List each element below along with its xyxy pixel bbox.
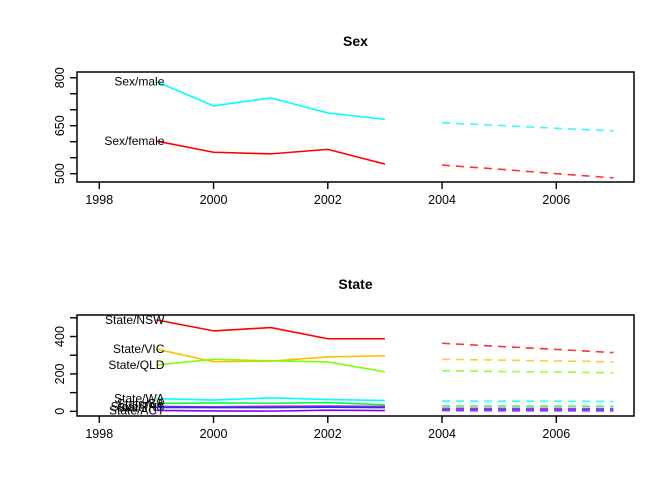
y-tick-label: 800 <box>53 67 67 88</box>
series-label: State/SA <box>117 396 164 410</box>
series-label: State/QLD <box>108 358 164 372</box>
series-forecast-line <box>442 122 614 132</box>
x-tick-label: 2000 <box>200 193 228 207</box>
x-tick-label: 2002 <box>314 193 342 207</box>
series-history-line <box>156 80 386 121</box>
x-tick-label: 1998 <box>85 427 113 441</box>
series-label: State/TAS <box>111 399 165 413</box>
y-tick-label: 650 <box>53 115 67 136</box>
chart-title: Sex <box>343 33 368 49</box>
series-label: State/WA <box>114 392 164 406</box>
x-tick-label: 2006 <box>542 427 570 441</box>
state-chart-svg: State 0 200 400 1998 2000 2002 2004 2006 State/NS… <box>53 276 635 441</box>
series-history-line <box>156 140 386 165</box>
series-history-line <box>156 401 385 406</box>
y-tick-label: 0 <box>53 408 67 415</box>
x-tick-label: 2004 <box>428 427 456 441</box>
chart-sex: Sex 500 650 800 1998 2000 2002 2004 2006 Sex/male… <box>53 33 635 207</box>
chart-title: State <box>338 276 372 292</box>
series-label: State/NT <box>117 400 165 414</box>
series-history-line <box>156 409 385 412</box>
x-tick-label: 2006 <box>542 193 570 207</box>
series-history-line <box>156 358 386 373</box>
series-label: State/ACT <box>109 403 165 417</box>
series-label: Sex/female <box>104 134 164 148</box>
chart-state: State 0 200 400 1998 2000 2002 2004 2006 State/NS… <box>0 240 672 480</box>
series-forecast-line <box>442 342 614 354</box>
series-label: State/VIC <box>113 342 165 356</box>
x-tick-label: 1998 <box>85 193 113 207</box>
x-tick-label: 2002 <box>314 427 342 441</box>
plot-box <box>76 71 635 183</box>
plot-box <box>76 314 635 417</box>
y-tick-label: 400 <box>53 326 67 347</box>
series-forecast-line <box>441 164 614 179</box>
series-forecast-line <box>442 358 614 363</box>
y-tick-label: 500 <box>53 163 67 184</box>
x-tick-label: 2004 <box>428 193 456 207</box>
series-history-line <box>156 397 385 402</box>
series-label: Sex/male <box>114 75 164 89</box>
x-tick-label: 2000 <box>200 427 228 441</box>
series-forecast-line <box>442 369 614 374</box>
series-history-line <box>156 348 385 363</box>
y-tick-label: 200 <box>53 363 67 384</box>
series-label: State/NSW <box>105 313 165 327</box>
series-history-line <box>156 319 385 340</box>
sex-chart-svg: Sex 500 650 800 1998 2000 2002 2004 2006 Sex/male… <box>53 33 635 207</box>
series-history-line <box>156 405 385 408</box>
